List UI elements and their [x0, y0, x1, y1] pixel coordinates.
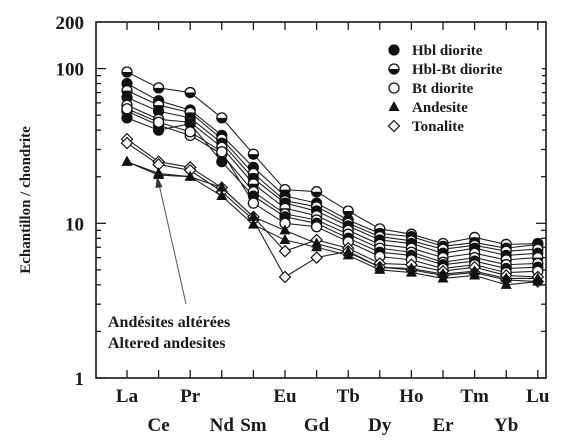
data-point [184, 86, 196, 99]
data-point [278, 270, 292, 284]
data-point [405, 266, 417, 277]
data-point [278, 244, 292, 258]
x-tick-label: Tb [337, 386, 360, 407]
x-tick-label: La [116, 386, 139, 407]
series-line [126, 161, 538, 286]
legend-bg [380, 40, 542, 59]
data-point [247, 197, 260, 209]
data-point [184, 170, 196, 181]
legend-bg [380, 78, 542, 97]
data-point [310, 221, 323, 233]
legend-bg [380, 116, 542, 135]
annotation-line-1: Andésites altérées [108, 314, 230, 331]
legend-label: Tonalite [412, 119, 464, 135]
x-tick-label: Eu [273, 386, 297, 407]
x-tick-label: Tm [460, 386, 489, 407]
legend-bg [380, 59, 542, 78]
data-point [310, 186, 323, 198]
data-point [216, 112, 228, 124]
legend-bg [380, 97, 542, 116]
data-point [500, 278, 512, 289]
x-tick-label: Ce [148, 415, 170, 436]
legend-marker [388, 44, 400, 56]
data-point [342, 205, 354, 217]
legend-label: Andesite [412, 100, 468, 116]
data-point [184, 126, 196, 138]
data-point [532, 275, 544, 286]
data-point [216, 156, 228, 168]
legend-label: Hbl diorite [412, 43, 483, 59]
data-point [247, 148, 260, 160]
data-point [279, 224, 291, 235]
x-tick-label: Gd [304, 415, 330, 436]
legend-marker [388, 101, 400, 111]
x-tick-label: Dy [368, 415, 392, 436]
annotation-arrowhead [155, 176, 163, 188]
legend-marker [387, 119, 401, 133]
data-point [120, 136, 134, 150]
x-tick-label: Er [432, 415, 454, 436]
x-tick-label: Nd [210, 415, 235, 436]
series-lines [120, 66, 545, 289]
x-tick-label: Lu [526, 386, 550, 407]
y-tick-label: 200 [56, 13, 85, 34]
x-tick-label: Yb [494, 415, 518, 436]
x-tick-label: Pr [180, 386, 201, 407]
data-point [469, 269, 481, 280]
data-point [500, 272, 512, 283]
plot-frame [95, 21, 547, 379]
data-point [247, 210, 259, 221]
legend: Hbl diorite Hbl-Bt diorite Bt diorite Andes… [380, 40, 542, 135]
annotation-arrow [158, 183, 187, 305]
data-point [216, 190, 228, 201]
data-point [153, 169, 165, 180]
legend-marker [388, 63, 400, 75]
x-tick-label: Ho [399, 386, 423, 407]
data-point [152, 82, 165, 94]
data-point [311, 241, 323, 252]
y-tick-label: 10 [65, 214, 84, 235]
y-tick-label: 1 [75, 369, 85, 390]
legend-label: Bt diorite [412, 81, 474, 97]
x-tick-label: Sm [240, 415, 267, 436]
data-point [374, 263, 386, 274]
data-point [121, 155, 133, 166]
data-point [247, 218, 259, 229]
y-axis-label: Echantillon / chondrite [18, 126, 34, 274]
data-point [216, 146, 228, 158]
data-point [216, 181, 228, 192]
legend-label: Hbl-Bt diorite [412, 62, 503, 78]
data-point [121, 103, 133, 115]
annotation-line-2: Altered andesites [108, 335, 225, 352]
legend-marker [388, 82, 400, 94]
y-tick-label: 100 [56, 60, 85, 81]
data-point [279, 233, 291, 244]
x-axis-ticks: La Pr Eu Tb Ho Tm Lu Ce Nd Sm Gd Dy Er Yb [116, 22, 550, 436]
data-point [437, 272, 449, 283]
data-point [152, 116, 165, 128]
data-point [121, 66, 133, 78]
data-point [342, 249, 354, 260]
annotation: Andésites altérées Altered andesites [108, 176, 230, 352]
data-point [310, 251, 323, 264]
